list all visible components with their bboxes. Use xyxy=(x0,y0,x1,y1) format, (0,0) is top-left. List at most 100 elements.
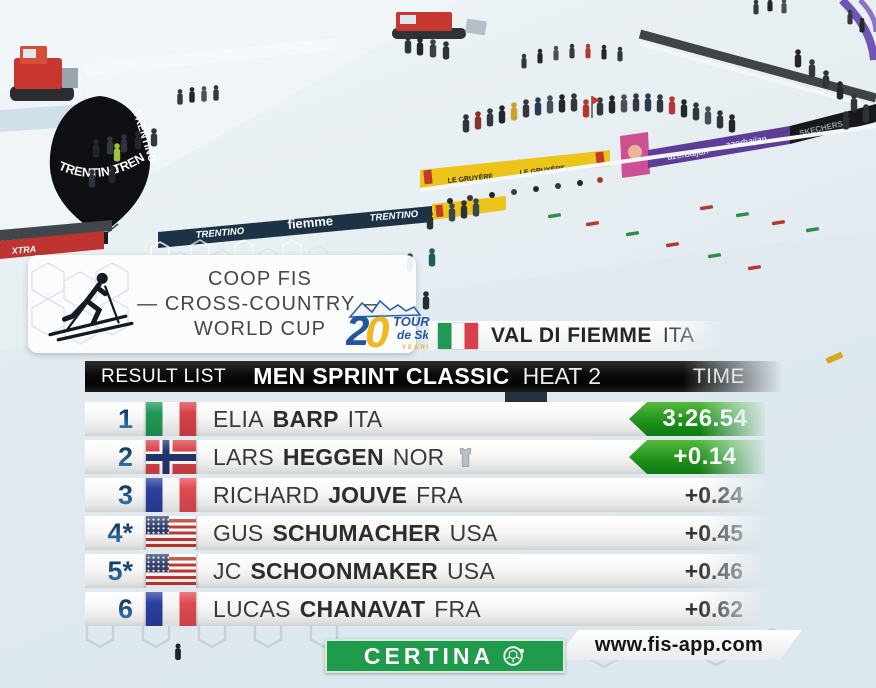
nation-flag xyxy=(146,513,196,553)
first-name: GUS xyxy=(213,519,264,546)
nation-flag xyxy=(146,437,196,477)
flag-cell xyxy=(137,437,205,477)
time-value: +0.62 xyxy=(684,595,743,622)
result-table: 1 ELIA BARP ITA 3:26.54 2 LARS HEGGEN NO… xyxy=(85,399,775,630)
fis-logo-line2: — CROSS-COUNTRY — xyxy=(137,292,383,315)
last-name: BARP xyxy=(272,405,339,432)
rank: 4* xyxy=(85,518,137,549)
result-row: 3 RICHARD JOUVE FRA +0.24 xyxy=(85,475,775,515)
trentino-banner-text: TRENTINO xyxy=(195,226,245,241)
nation-code: FRA xyxy=(434,595,481,622)
race-title: MEN SPRINT CLASSIC xyxy=(253,363,510,389)
trentino-banner-text: TRENTINO xyxy=(369,209,419,224)
rank: 6 xyxy=(85,594,137,625)
time-value: +0.46 xyxy=(684,557,743,584)
sponsor-banners-right: LE GRUYÈRE LE GRUYÈRE azerbaijan azerbai… xyxy=(419,104,876,192)
sponsor-banners-mid: TRENTINO fiemme TRENTINO XTRA xyxy=(0,196,506,259)
first-name: JC xyxy=(213,557,242,584)
snowcat xyxy=(10,46,78,101)
nation-code: USA xyxy=(449,519,498,546)
fis-app-url: www.fis-app.com xyxy=(594,633,764,656)
snowcat xyxy=(392,12,487,39)
tour-word2: de Ski xyxy=(397,328,433,342)
fis-logo-line1: COOP FIS xyxy=(207,268,312,290)
rank: 1 xyxy=(85,404,137,435)
result-row: 4* GUS SCHUMACHER USA +0.45 xyxy=(85,513,775,553)
tour-digit-0: 0 xyxy=(365,308,390,355)
first-name: LUCAS xyxy=(213,595,291,622)
course-markers xyxy=(547,205,843,364)
spectators xyxy=(88,0,870,660)
first-name: RICHARD xyxy=(213,481,320,508)
last-name: HEGGEN xyxy=(282,443,384,470)
athlete-name: LUCAS CHANAVAT FRA xyxy=(205,596,685,623)
result-row: 6 LUCAS CHANAVAT FRA +0.62 xyxy=(85,589,775,629)
nation-flag xyxy=(146,551,196,591)
time-value: +0.45 xyxy=(684,519,743,546)
athlete-name: GUS SCHUMACHER USA xyxy=(205,520,685,547)
athlete-name: JC SCHOONMAKER USA xyxy=(205,558,685,585)
fis-logo-line3: WORLD CUP xyxy=(193,317,327,340)
nation-code: FRA xyxy=(416,481,463,508)
hexagon-pattern xyxy=(31,262,129,345)
mountains-icon xyxy=(348,299,422,318)
result-list-label: RESULT LIST xyxy=(101,365,227,387)
fis-logo-panel: COOP FIS — CROSS-COUNTRY — WORLD CUP xyxy=(28,255,416,353)
bib-icon xyxy=(459,447,471,467)
fis-app-plate: www.fis-app.com xyxy=(556,630,802,660)
last-name: CHANAVAT xyxy=(299,595,426,622)
time-value: +0.24 xyxy=(684,481,743,508)
nation-flag xyxy=(146,475,196,515)
flag-cell xyxy=(137,513,205,553)
italy-flag xyxy=(438,323,478,349)
time-value-leader: 3:26.54 xyxy=(629,402,765,436)
background-object xyxy=(505,392,547,402)
time-value-leader: +0.14 xyxy=(629,440,765,474)
last-name: JOUVE xyxy=(328,481,408,508)
athlete-name: ELIA BARP ITA xyxy=(205,406,775,433)
location-strip: VAL DI FIEMME ITA xyxy=(428,321,728,351)
result-row: 1 ELIA BARP ITA 3:26.54 xyxy=(85,399,775,439)
last-name: SCHUMACHER xyxy=(272,519,441,546)
result-row: 2 LARS HEGGEN NOR +0.14 xyxy=(85,437,775,477)
certina-sponsor-box: CERTINA xyxy=(325,639,565,673)
flag-cell xyxy=(137,475,205,515)
tour-de-ski-logo: 2 0 TOUR de Ski YEARS xyxy=(345,295,440,357)
athlete-name: RICHARD JOUVE FRA xyxy=(205,482,685,509)
tour-years: YEARS xyxy=(402,345,433,351)
nation-flag xyxy=(146,399,196,439)
result-header-bar: RESULT LIST MEN SPRINT CLASSIC HEAT 2 TI… xyxy=(85,361,797,392)
skier-icon xyxy=(48,272,134,342)
heat-label: HEAT 2 xyxy=(522,363,602,389)
rank: 3 xyxy=(85,480,137,511)
last-name: SCHOONMAKER xyxy=(250,557,438,584)
nation-code: ITA xyxy=(347,405,383,432)
fis-logo-text: COOP FIS — CROSS-COUNTRY — WORLD CUP xyxy=(128,267,392,341)
rank: 2 xyxy=(85,442,137,473)
nation-code: USA xyxy=(447,557,495,584)
flag-cell xyxy=(137,589,205,629)
time-column-label: TIME xyxy=(692,364,745,388)
fiemme-banner-text: fiemme xyxy=(287,213,334,232)
certina-turtle-icon xyxy=(503,646,525,666)
athlete-name: LARS HEGGEN NOR xyxy=(205,444,775,471)
certina-wordmark: CERTINA xyxy=(363,642,495,669)
flag-cell xyxy=(137,551,205,591)
first-name: ELIA xyxy=(213,405,264,432)
tour-word1: TOUR xyxy=(393,314,430,329)
first-name: LARS xyxy=(213,443,274,470)
rank: 5* xyxy=(85,556,137,587)
nation-flag xyxy=(146,589,196,629)
tour-digit-2: 2 xyxy=(346,307,369,354)
nation-code: NOR xyxy=(392,443,445,470)
flag-cell xyxy=(137,399,205,439)
course-curve xyxy=(839,0,876,61)
rail-banner xyxy=(638,29,876,103)
result-row: 5* JC SCHOONMAKER USA +0.46 xyxy=(85,551,775,591)
time-text: 3:26.54 xyxy=(662,405,748,432)
location-name: VAL DI FIEMME xyxy=(491,324,652,347)
location-nation: ITA xyxy=(662,324,695,347)
red-flag xyxy=(592,96,600,105)
xtra-banner-text: XTRA xyxy=(10,244,36,256)
